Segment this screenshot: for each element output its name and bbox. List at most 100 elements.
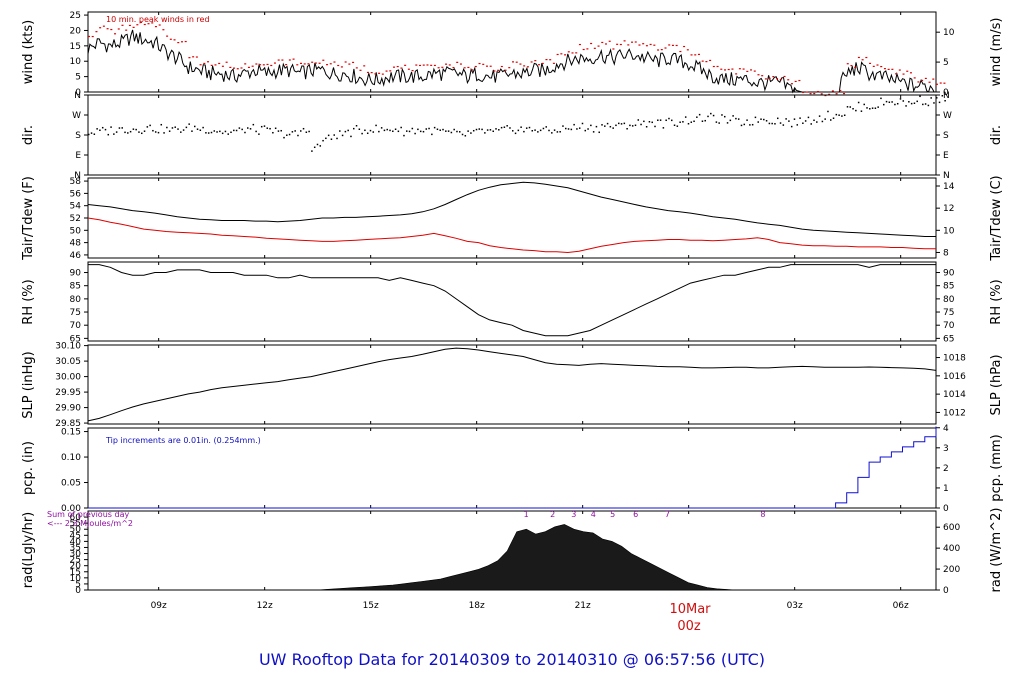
direction-point xyxy=(269,127,271,130)
chart-title: UW Rooftop Data for 20140309 to 20140310… xyxy=(259,650,765,669)
direction-point xyxy=(793,118,796,120)
direction-point xyxy=(369,129,372,132)
peak-wind-mark xyxy=(526,66,529,68)
direction-point xyxy=(433,126,436,129)
direction-point xyxy=(927,104,930,107)
direction-point xyxy=(199,129,202,132)
peak-wind-mark xyxy=(88,35,90,38)
direction-point xyxy=(679,121,681,123)
direction-point xyxy=(325,137,327,140)
peak-wind-mark xyxy=(214,64,217,66)
direction-point xyxy=(224,130,227,133)
peak-wind-mark xyxy=(649,43,652,46)
direction-point xyxy=(712,114,715,117)
peak-wind-mark xyxy=(798,79,801,82)
y-tick-label: 0.10 xyxy=(61,453,81,463)
peak-wind-mark xyxy=(162,29,165,31)
direction-point xyxy=(944,99,946,102)
direction-point xyxy=(486,129,489,131)
x-tick-label: 03z xyxy=(787,601,803,611)
peak-wind-mark xyxy=(359,69,362,71)
direction-point xyxy=(313,146,316,149)
panel-annotation: 10 min. peak winds in red xyxy=(106,15,210,24)
peak-wind-mark xyxy=(184,40,187,43)
panel-frame xyxy=(87,261,937,342)
hour-marker: 1 xyxy=(524,510,529,519)
peak-wind-mark xyxy=(236,68,239,70)
direction-point xyxy=(587,128,589,130)
peak-wind-mark xyxy=(802,91,805,94)
direction-point xyxy=(358,128,361,130)
peak-wind-mark xyxy=(233,67,236,69)
direction-point xyxy=(431,133,433,136)
direction-point xyxy=(595,125,598,128)
peak-wind-mark xyxy=(828,93,831,95)
direction-point xyxy=(662,127,665,129)
x-tick-label: 09z xyxy=(151,601,167,611)
peak-wind-mark xyxy=(679,50,682,53)
direction-point xyxy=(272,131,274,134)
peak-wind-mark xyxy=(147,23,150,25)
direction-point xyxy=(459,131,461,133)
direction-point xyxy=(353,127,355,130)
direction-point xyxy=(698,113,701,116)
peak-wind-mark xyxy=(575,52,578,54)
direction-point xyxy=(110,126,112,128)
peak-wind-mark xyxy=(303,63,306,65)
direction-point xyxy=(185,126,188,129)
direction-point xyxy=(372,131,375,133)
peak-wind-mark xyxy=(712,65,715,68)
peak-wind-mark xyxy=(322,59,325,61)
y-axis-label-right: Tair/Tdew (C) xyxy=(989,175,1004,261)
direction-point xyxy=(311,150,313,152)
direction-point xyxy=(244,131,246,134)
y-tick-label-right: 1018 xyxy=(943,354,966,364)
peak-wind-mark xyxy=(843,92,846,95)
direction-point xyxy=(553,129,556,131)
peak-wind-mark xyxy=(738,68,741,70)
direction-point xyxy=(651,121,653,124)
y-tick-label-right: 10 xyxy=(943,226,955,236)
peak-wind-mark xyxy=(675,44,678,47)
peak-wind-mark xyxy=(690,54,693,56)
y-tick-label: N xyxy=(74,91,81,101)
peak-wind-mark xyxy=(110,28,113,31)
peak-wind-mark xyxy=(404,64,407,66)
direction-point xyxy=(118,127,121,129)
peak-wind-mark xyxy=(657,49,660,51)
peak-wind-mark xyxy=(452,66,455,69)
direction-point xyxy=(182,129,185,131)
peak-wind-mark xyxy=(716,65,719,68)
peak-wind-mark xyxy=(366,71,369,74)
direction-point xyxy=(132,128,135,130)
direction-point xyxy=(361,132,363,135)
peak-wind-mark xyxy=(578,43,581,46)
direction-point xyxy=(721,114,723,116)
direction-point xyxy=(567,128,570,130)
direction-point xyxy=(687,122,690,125)
peak-wind-mark xyxy=(132,26,135,28)
peak-wind-mark xyxy=(500,65,503,68)
y-tick-label: 0 xyxy=(75,88,81,98)
peak-wind-mark xyxy=(645,45,648,47)
y-tick-label: N xyxy=(74,171,81,181)
panel-pcp: 0.00 0.05 0.10 0.15 0 1 2 3 4 pcp. (in) pcp. (mm) T… xyxy=(21,424,1004,514)
y-tick-label-right: 0 xyxy=(943,586,949,596)
peak-wind-mark xyxy=(210,64,213,66)
y-tick-label: 0.05 xyxy=(61,479,81,489)
direction-point xyxy=(422,130,425,133)
direction-point xyxy=(665,119,667,122)
peak-wind-mark xyxy=(463,67,466,69)
y-tick-label: 46 xyxy=(70,251,82,261)
peak-wind-mark xyxy=(623,40,626,42)
direction-point xyxy=(618,122,620,125)
peak-wind-mark xyxy=(939,82,942,84)
y-tick-label: 70 xyxy=(70,321,82,331)
peak-wind-mark xyxy=(415,64,418,66)
direction-point xyxy=(629,124,631,127)
peak-wind-mark xyxy=(337,64,340,67)
direction-point xyxy=(288,133,291,136)
direction-point xyxy=(266,127,269,129)
direction-point xyxy=(832,117,835,119)
y-tick-label: 30.05 xyxy=(55,357,81,367)
